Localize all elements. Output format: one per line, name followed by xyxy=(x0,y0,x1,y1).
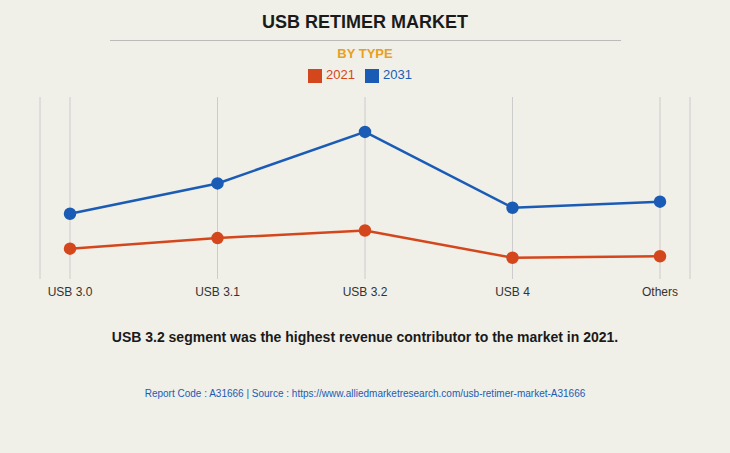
html-text:Report Code : A31666 | Source: Report Code : A31666 | Source : https://… xyxy=(144,388,586,399)
svg-text:Others: Others xyxy=(642,285,678,299)
html-text:BY TYPE: BY TYPE xyxy=(337,46,393,61)
html-text:2031: 2031 xyxy=(383,67,412,82)
svg-text:USB 4: USB 4 xyxy=(495,285,530,299)
svg-text:USB 3.0: USB 3.0 xyxy=(48,285,93,299)
svg-text:USB 3.2: USB 3.2 xyxy=(343,285,388,299)
html-text:2021: 2021 xyxy=(326,67,355,82)
html-text:USB 3.2 segment was the highes: USB 3.2 segment was the highest revenue … xyxy=(111,329,619,345)
html-text:USB RETIMER MARKET: USB RETIMER MARKET xyxy=(262,12,468,32)
svg-text:USB 3.1: USB 3.1 xyxy=(195,285,240,299)
